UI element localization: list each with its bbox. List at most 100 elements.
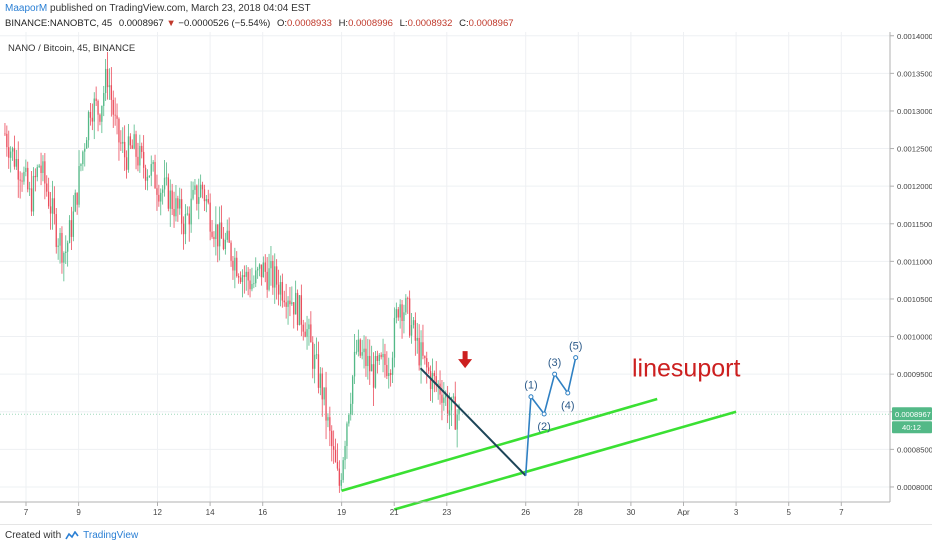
candle-body [116, 115, 118, 119]
tradingview-brand[interactable]: TradingView [83, 530, 139, 541]
candle-body [340, 479, 342, 486]
candle-body [169, 190, 171, 209]
candle-body [201, 184, 204, 190]
candle-body [378, 354, 380, 361]
candle-body [388, 373, 390, 377]
candle-body [304, 331, 306, 337]
candle-body [353, 351, 356, 377]
price-tick-label: 0.0008500 [897, 445, 932, 454]
candle-body [234, 257, 236, 271]
candle-body [283, 300, 285, 303]
candle-body [418, 337, 420, 366]
price-tick-label: 0.0010500 [897, 295, 932, 304]
candle-body [342, 460, 344, 480]
candle-body [146, 176, 149, 181]
candle-body [215, 224, 217, 240]
candle-body [180, 199, 183, 224]
candle-body [245, 271, 247, 277]
candle-body [34, 175, 37, 178]
candle-body [294, 292, 297, 315]
candle-body [125, 157, 128, 170]
price-chart[interactable]: (1) (2) (3) (4) (5) linesuport 0.0008000 0.000… [0, 32, 932, 517]
candle-body [85, 140, 88, 149]
candle-body [101, 105, 103, 122]
candle-body [338, 468, 341, 486]
candle-body [422, 342, 424, 356]
candle-body [405, 298, 407, 313]
price-tick-label: 0.0012500 [897, 145, 932, 154]
candle-body [27, 167, 29, 190]
candle-body [256, 268, 259, 271]
candle-body [325, 387, 327, 421]
time-tick-label: 7 [24, 508, 29, 516]
candle-body [177, 198, 179, 209]
candle-body [344, 445, 346, 461]
candle-body [243, 275, 246, 277]
candle-body [9, 151, 12, 158]
candle-body [25, 167, 27, 172]
price-tick-label: 0.0012000 [897, 182, 932, 191]
candle-body [310, 324, 312, 343]
change-value: −0.0000526 (−5.54%) [178, 18, 271, 29]
candle-body [11, 148, 14, 152]
candle-body [241, 275, 244, 282]
chart-area[interactable]: (1) (2) (3) (4) (5) linesuport 0.0008000 0.000… [0, 32, 932, 517]
candle-body [367, 355, 369, 367]
author-link[interactable]: MaaporM [5, 3, 48, 14]
candle-body [61, 232, 63, 263]
candle-body [445, 395, 447, 398]
candle-body [249, 280, 251, 290]
candle-body [93, 98, 95, 122]
candle-body [65, 251, 67, 254]
candle-body [122, 141, 124, 144]
candle-body [298, 295, 301, 326]
candle-body [110, 85, 113, 100]
candle-body [293, 302, 295, 315]
candle-body [232, 260, 234, 271]
candle-body [40, 165, 42, 173]
candle-body [80, 164, 82, 167]
candle-body [44, 161, 46, 184]
candle-body [161, 189, 164, 193]
candle-body [456, 414, 458, 430]
candle-body [224, 239, 227, 250]
candle-body [226, 230, 228, 240]
candle-body [403, 312, 405, 321]
candle-body [156, 188, 158, 195]
candle-body [391, 357, 394, 375]
candle-body [435, 376, 437, 385]
candle-body [148, 175, 151, 177]
drawings: (1) (2) (3) (4) (5) linesuport [0, 341, 890, 511]
time-tick-label: 7 [839, 508, 844, 516]
candle-body [236, 257, 238, 277]
candle-body [97, 100, 99, 115]
time-axis[interactable]: 7 9 12 14 16 19 21 23 26 28 30 Apr 3 5 7 [24, 502, 844, 517]
countdown-tag [892, 421, 932, 434]
price-axis[interactable]: 0.00080000.00085000.00090000.00095000.00… [890, 32, 932, 492]
candle-body [416, 337, 418, 341]
candle-body [70, 220, 73, 237]
candle-body [167, 177, 170, 209]
candle-body [272, 260, 274, 288]
down-triangle-icon: ▼ [166, 18, 176, 29]
candle-body [458, 405, 460, 415]
time-tick-label: 23 [442, 508, 451, 516]
candle-body [194, 185, 196, 190]
candle-body [129, 136, 132, 146]
candle-body [446, 395, 449, 416]
candle-body [205, 199, 208, 202]
candle-body [114, 114, 116, 116]
candle-body [15, 159, 18, 167]
candle-body [217, 224, 219, 247]
candle-body [36, 167, 38, 178]
candle-body [42, 161, 44, 173]
candle-body [196, 185, 198, 204]
candle-body [395, 309, 398, 318]
candle-body [382, 353, 384, 358]
candle-body [171, 190, 173, 209]
candle-body [433, 373, 436, 377]
candle-body [19, 179, 21, 181]
candle-body [87, 112, 90, 141]
candle-body [228, 230, 230, 243]
candle-body [363, 348, 365, 353]
